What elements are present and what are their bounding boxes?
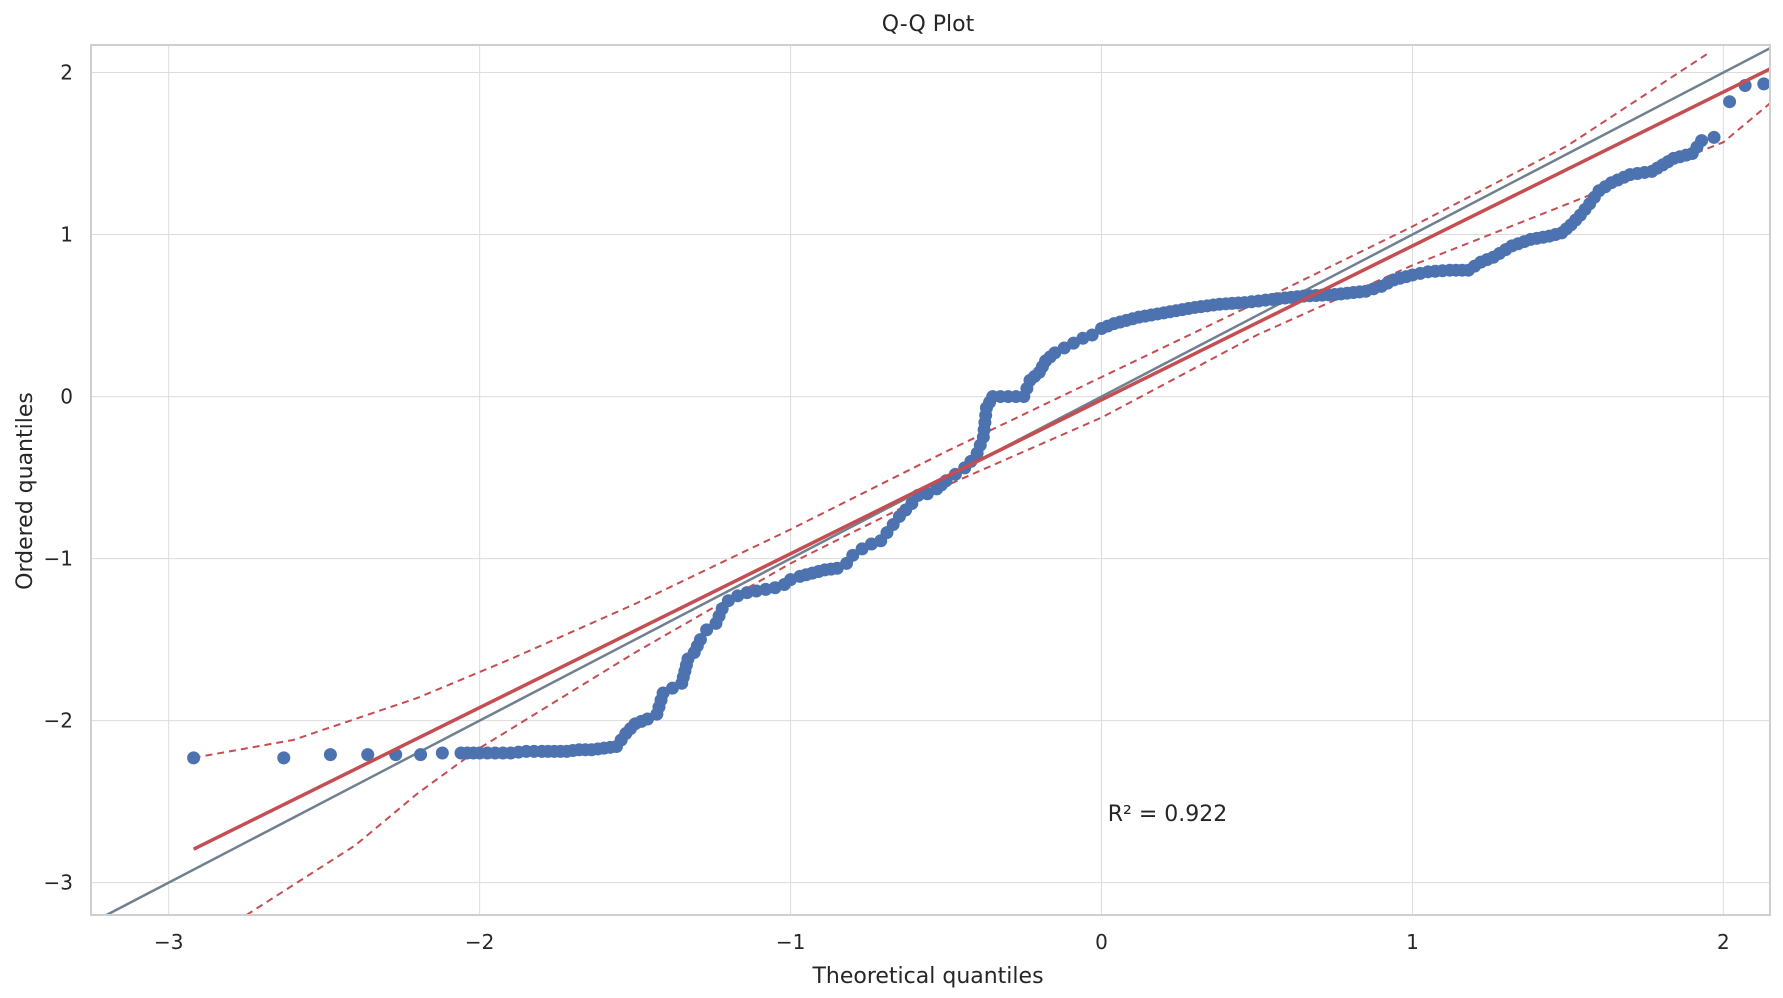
x-tick-label: 2	[1717, 930, 1730, 954]
data-point	[414, 748, 428, 762]
x-tick-label: 0	[1095, 930, 1108, 954]
confidence-band-upper	[193, 50, 1712, 759]
x-axis-title: Theoretical quantiles	[811, 964, 1043, 989]
plot-frame	[90, 44, 1771, 916]
y-axis-ticks: −3 −2 −1 0 1 2	[44, 61, 73, 895]
data-point	[1085, 328, 1099, 342]
data-point	[277, 751, 291, 765]
data-point	[1695, 134, 1709, 148]
data-point	[700, 623, 714, 637]
r-squared-annotation: R² = 0.922	[1108, 802, 1228, 827]
y-axis-title: Ordered quantiles	[13, 392, 38, 590]
data-point	[1707, 130, 1721, 144]
x-tick-label: −3	[154, 930, 183, 954]
data-point	[693, 633, 707, 647]
data-point	[323, 748, 337, 762]
y-tick-label: 2	[60, 61, 73, 85]
x-tick-label: 1	[1406, 930, 1419, 954]
data-point	[846, 548, 860, 562]
x-tick-label: −1	[776, 930, 805, 954]
fit-line	[192, 67, 1770, 851]
x-tick-label: −2	[465, 930, 494, 954]
fit-line-group	[192, 67, 1770, 851]
chart-title: Q-Q Plot	[882, 12, 975, 37]
x-axis-ticks: −3 −2 −1 0 1 2	[154, 930, 1730, 954]
confidence-band-lower	[245, 102, 1770, 915]
data-points	[187, 77, 1770, 765]
y-tick-label: 0	[60, 385, 73, 409]
confidence-band	[193, 50, 1770, 915]
data-point	[435, 746, 449, 760]
y-tick-label: −1	[44, 547, 73, 571]
data-point	[1757, 77, 1770, 91]
y-tick-label: −2	[44, 709, 73, 733]
data-point	[361, 748, 375, 762]
y-tick-label: −3	[44, 871, 73, 895]
data-point	[1723, 95, 1737, 109]
data-point	[187, 751, 201, 765]
grid	[91, 45, 1770, 915]
y-tick-label: 1	[60, 223, 73, 247]
